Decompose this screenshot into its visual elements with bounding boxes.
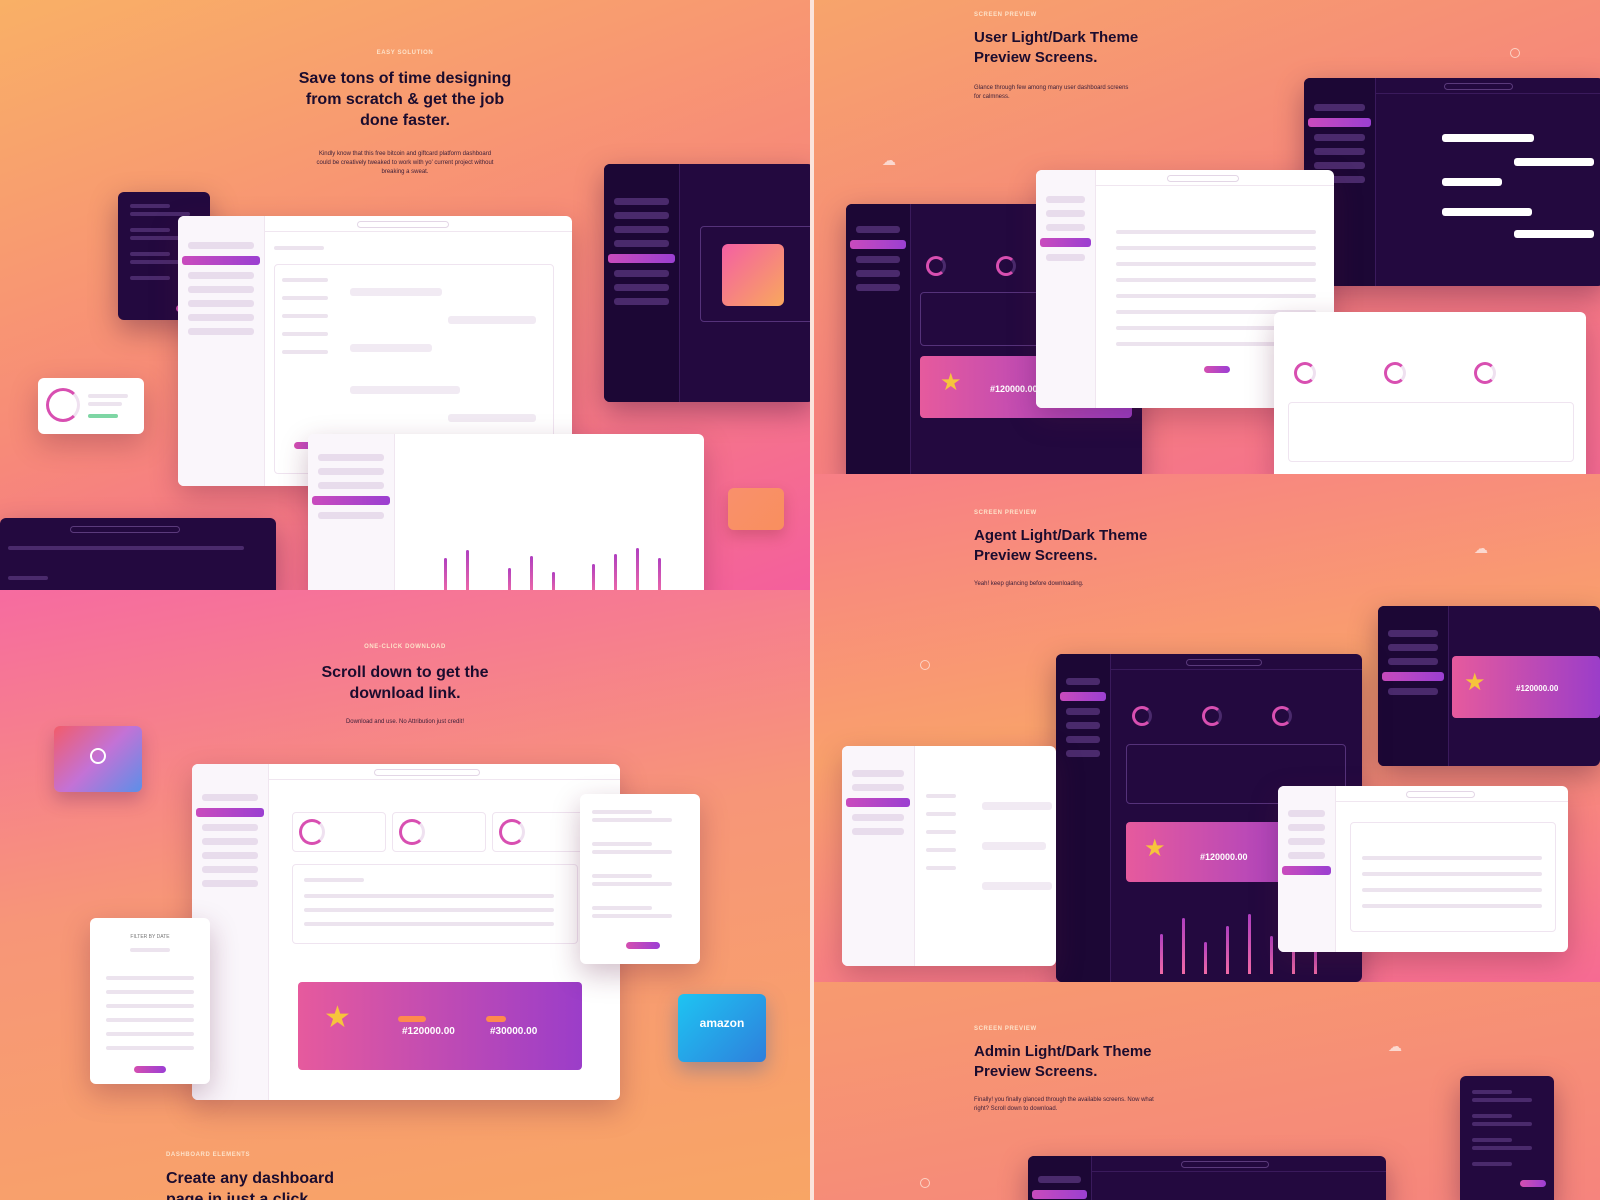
- chat-dashboard-dark: [1304, 78, 1600, 286]
- subtext-easy: Kindly know that this free bitcoin and g…: [0, 150, 810, 177]
- admin-notifications-dark: [1460, 1076, 1554, 1200]
- search-input[interactable]: [1167, 175, 1239, 182]
- subtext-agent: Yeah! keep glancing before downloading.: [974, 581, 1084, 587]
- reward-amount: #30000.00: [490, 1026, 538, 1037]
- chart-window-light: [308, 434, 704, 590]
- filter-by-date-card: FILTER BY DATE: [90, 918, 210, 1084]
- reward-amount: #120000.00: [1516, 684, 1559, 693]
- heading-line: done faster.: [360, 112, 450, 130]
- eyebrow-download: ONE-CLICK DOWNLOAD: [364, 644, 446, 650]
- music-icon: [90, 748, 106, 764]
- amazon-giftcard[interactable]: amazon: [678, 994, 766, 1062]
- amazon-label: amazon: [699, 1016, 745, 1030]
- search-input[interactable]: [1444, 83, 1513, 90]
- heading-line: Admin Light/Dark Theme: [974, 1043, 1152, 1060]
- heading-admin: Admin Light/Dark Theme Preview Screens.: [974, 1042, 1152, 1082]
- heading-download: Scroll down to get the download link.: [0, 662, 810, 704]
- trophy-icon: ★: [1464, 669, 1486, 696]
- heading-line: Agent Light/Dark Theme: [974, 527, 1148, 544]
- heading-elements: Create any dashboard page in just a clic…: [166, 1168, 334, 1200]
- admin-dashboard-dark: [1028, 1156, 1386, 1200]
- eyebrow-elements: DASHBOARD ELEMENTS: [166, 1152, 251, 1158]
- heading-line: Save tons of time designing: [298, 70, 512, 87]
- reward-amount: #120000.00: [1200, 852, 1248, 862]
- view-all-button[interactable]: [1520, 1180, 1546, 1187]
- stats-dashboard-light: [1274, 312, 1586, 474]
- transactions-strip-dark: [0, 518, 276, 590]
- agent-chat-light: [842, 746, 1056, 966]
- circle-decoration: [1510, 48, 1520, 58]
- heading-line: Preview Screens.: [974, 546, 1098, 564]
- heading-user: User Light/Dark Theme Preview Screens.: [974, 28, 1138, 68]
- reward-amount: #120000.00: [402, 1026, 455, 1037]
- subtext-line: Kindly know that this free bitcoin and g…: [318, 151, 492, 157]
- subtext-line: for calmness.: [974, 94, 1010, 100]
- panel-divider: [810, 0, 814, 1200]
- calendar-title: FILTER BY DATE: [130, 934, 170, 940]
- subtext-line: Glance through few among many user dashb…: [974, 85, 1129, 91]
- load-more-button[interactable]: [1204, 366, 1230, 373]
- music-giftcard[interactable]: [54, 726, 142, 792]
- giftcard-tile[interactable]: [722, 244, 784, 306]
- search-input[interactable]: [374, 769, 480, 776]
- user-preview-panel: SCREEN PREVIEW User Light/Dark Theme Pre…: [814, 0, 1600, 474]
- trophy-icon: ★: [324, 1001, 351, 1034]
- heading-line: page in just a click: [166, 1191, 309, 1200]
- rewards-banner-dark: ★ #120000.00: [1452, 656, 1600, 718]
- apply-filter-button[interactable]: [134, 1066, 166, 1073]
- heading-line: from scratch & get the job: [305, 91, 505, 109]
- subtext-line: Finally! you finally glanced through the…: [974, 1097, 1154, 1103]
- subtext-download: Download and use. No Attribution just cr…: [345, 719, 465, 725]
- heading-agent: Agent Light/Dark Theme Preview Screens.: [974, 526, 1147, 566]
- rewards-dashboard-dark: ★ #120000.00: [1378, 606, 1600, 766]
- eyebrow-admin: SCREEN PREVIEW: [974, 1026, 1037, 1032]
- easy-solution-panel: EASY SOLUTION Save tons of time designin…: [0, 0, 810, 590]
- heading-line: Preview Screens.: [974, 48, 1098, 66]
- cloud-decoration: ☁: [882, 152, 896, 168]
- cloud-decoration: ☁: [1388, 1038, 1402, 1054]
- subtext-admin: Finally! you finally glanced through the…: [974, 1096, 1154, 1114]
- agent-preview-panel: SCREEN PREVIEW Agent Light/Dark Theme Pr…: [814, 474, 1600, 982]
- download-panel: ONE-CLICK DOWNLOAD Scroll down to get th…: [0, 590, 810, 1200]
- eyebrow-agent: SCREEN PREVIEW: [974, 510, 1037, 516]
- heading-line: Preview Screens.: [974, 1062, 1098, 1080]
- subtext-line: right? Scroll down to download.: [974, 1106, 1058, 1112]
- trophy-icon: ★: [940, 369, 962, 396]
- admin-preview-panel: SCREEN PREVIEW Admin Light/Dark Theme Pr…: [814, 982, 1600, 1200]
- subtext-line: breaking a sweat.: [381, 169, 429, 175]
- search-input[interactable]: [1186, 659, 1262, 666]
- cloud-decoration: ☁: [1474, 540, 1488, 556]
- heading-line: User Light/Dark Theme: [974, 29, 1139, 46]
- trophy-icon: ★: [1144, 835, 1166, 862]
- circle-decoration: [920, 660, 930, 670]
- search-input[interactable]: [1180, 1161, 1269, 1168]
- reward-amount: #120000.00: [990, 384, 1038, 394]
- search-input[interactable]: [356, 221, 450, 228]
- overview-dashboard-light: ★ #120000.00 #30000.00: [192, 764, 620, 1100]
- eyebrow-easy: EASY SOLUTION: [376, 50, 434, 56]
- giftcard-dashboard-dark: [604, 164, 810, 402]
- eyebrow-user: SCREEN PREVIEW: [974, 12, 1037, 18]
- heading-line: Create any dashboard: [166, 1170, 335, 1187]
- subtext-line: could be creatively tweaked to work with…: [316, 160, 494, 166]
- search-input[interactable]: [1405, 791, 1476, 798]
- total-transactions-card: [38, 378, 144, 434]
- notifications-card: [580, 794, 700, 964]
- circle-decoration: [920, 1178, 930, 1188]
- subtext-user: Glance through few among many user dashb…: [974, 84, 1128, 102]
- heading-line: Scroll down to get the: [321, 664, 489, 681]
- agent-orders-light: [1278, 786, 1568, 952]
- view-all-button[interactable]: [626, 942, 660, 949]
- heading-easy: Save tons of time designing from scratch…: [0, 68, 810, 131]
- wallet-card[interactable]: [728, 488, 784, 530]
- heading-line: download link.: [349, 685, 461, 703]
- rewards-banner: ★ #120000.00 #30000.00: [298, 982, 582, 1070]
